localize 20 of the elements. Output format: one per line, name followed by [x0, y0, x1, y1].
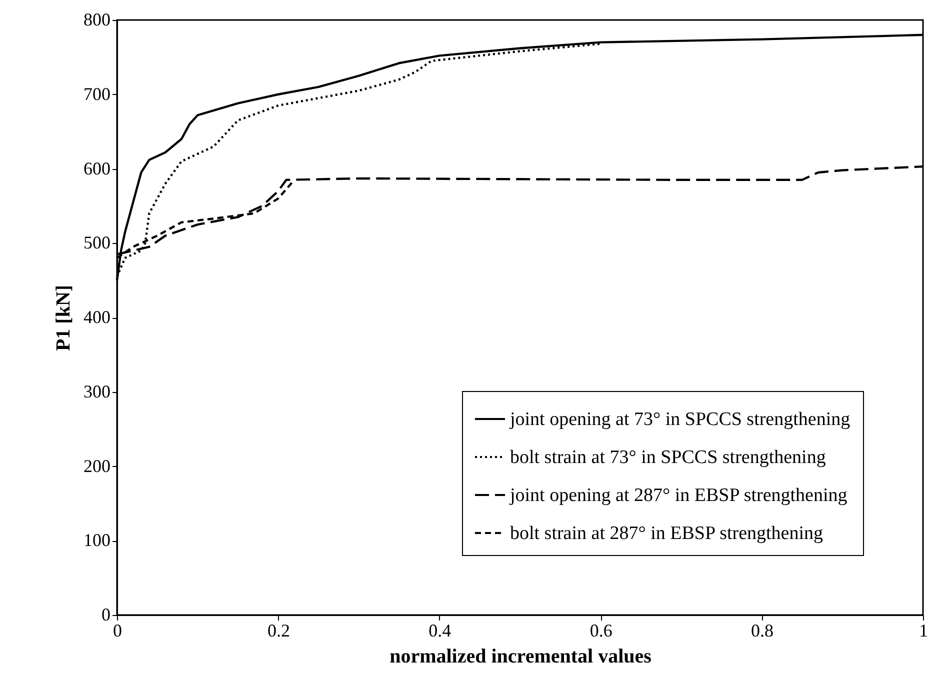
- x-tick-label: 0.2: [267, 620, 290, 640]
- x-tick-label: 0.8: [751, 620, 774, 640]
- y-tick-label: 300: [84, 381, 110, 402]
- legend-label: joint opening at 287° in EBSP strengthening: [509, 485, 848, 506]
- x-axis-title: normalized incremental values: [390, 646, 652, 668]
- y-tick-label: 600: [84, 158, 110, 178]
- y-tick-label: 800: [84, 10, 110, 30]
- x-tick-label: 0.4: [428, 620, 452, 640]
- y-tick-label: 0: [102, 604, 110, 624]
- y-tick-label: 400: [84, 307, 110, 327]
- y-tick-label: 500: [84, 232, 110, 253]
- y-axis-title: P1 [kN]: [52, 284, 74, 352]
- legend-label: bolt strain at 287° in EBSP strengthening: [510, 523, 824, 544]
- y-tick-label: 700: [84, 84, 110, 104]
- x-tick-label: 1: [919, 620, 928, 640]
- x-tick-label: 0.6: [590, 620, 612, 640]
- y-tick-label: 100: [84, 530, 110, 550]
- y-tick-label: 200: [84, 456, 110, 476]
- legend-label: joint opening at 73° in SPCCS strengthening: [509, 409, 851, 430]
- legend-label: bolt strain at 73° in SPCCS strengthening: [510, 447, 826, 468]
